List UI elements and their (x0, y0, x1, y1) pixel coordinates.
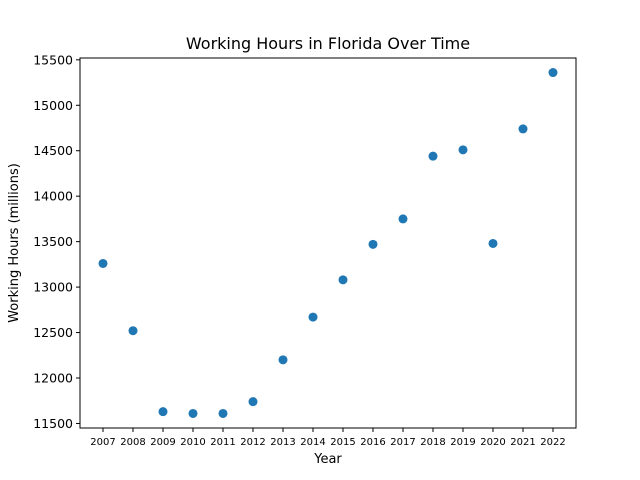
y-tick-label: 14000 (33, 189, 73, 204)
y-tick-label: 15000 (33, 98, 73, 113)
data-points (98, 68, 558, 418)
data-point (518, 124, 528, 134)
x-tick-label: 2012 (240, 437, 265, 448)
x-tick-label: 2022 (540, 437, 565, 448)
data-point (338, 275, 348, 285)
y-axis-ticks: 11500 12000 12500 13000 13500 14000 14500 15000… (33, 52, 80, 431)
data-point (158, 407, 168, 417)
data-point (458, 145, 468, 155)
data-point (128, 326, 138, 336)
x-tick-label: 2017 (390, 437, 415, 448)
plot-area-frame (79, 57, 577, 429)
y-tick-label: 13500 (33, 234, 73, 249)
x-tick-label: 2019 (450, 437, 475, 448)
y-tick-label: 13000 (33, 280, 73, 295)
x-axis-ticks: 2007 2008 2009 2010 2011 2012 2013 2014 2015 2016… (90, 428, 566, 448)
x-tick-label: 2021 (510, 437, 535, 448)
x-tick-label: 2011 (210, 437, 235, 448)
x-tick-label: 2007 (90, 437, 115, 448)
x-tick-label: 2013 (270, 437, 295, 448)
chart-title: Working Hours in Florida Over Time (186, 34, 470, 53)
y-tick-label: 14500 (33, 143, 73, 158)
data-point (278, 355, 288, 365)
y-tick-label: 11500 (33, 416, 73, 431)
data-point (428, 151, 438, 161)
y-tick-label: 12500 (33, 325, 73, 340)
x-tick-label: 2020 (480, 437, 505, 448)
x-tick-label: 2018 (420, 437, 445, 448)
x-axis-label: Year (313, 452, 342, 467)
x-tick-label: 2009 (150, 437, 175, 448)
y-axis-label: Working Hours (millions) (7, 163, 22, 323)
x-tick-label: 2016 (360, 437, 385, 448)
data-point (188, 408, 198, 418)
data-point (488, 238, 498, 248)
data-point (248, 397, 258, 407)
x-tick-label: 2010 (180, 437, 205, 448)
data-point (218, 408, 228, 418)
x-tick-label: 2014 (300, 437, 325, 448)
data-point (98, 258, 108, 268)
x-tick-label: 2015 (330, 437, 355, 448)
data-point (398, 214, 408, 224)
data-point (548, 68, 558, 78)
data-point (308, 312, 318, 322)
y-tick-label: 12000 (33, 371, 73, 386)
x-tick-label: 2008 (120, 437, 145, 448)
data-point (368, 239, 378, 249)
y-tick-label: 15500 (33, 52, 73, 67)
